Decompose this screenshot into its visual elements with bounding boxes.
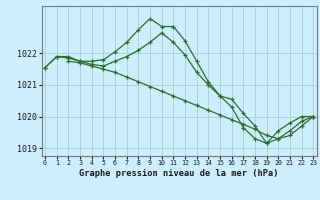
X-axis label: Graphe pression niveau de la mer (hPa): Graphe pression niveau de la mer (hPa) [79, 169, 279, 178]
